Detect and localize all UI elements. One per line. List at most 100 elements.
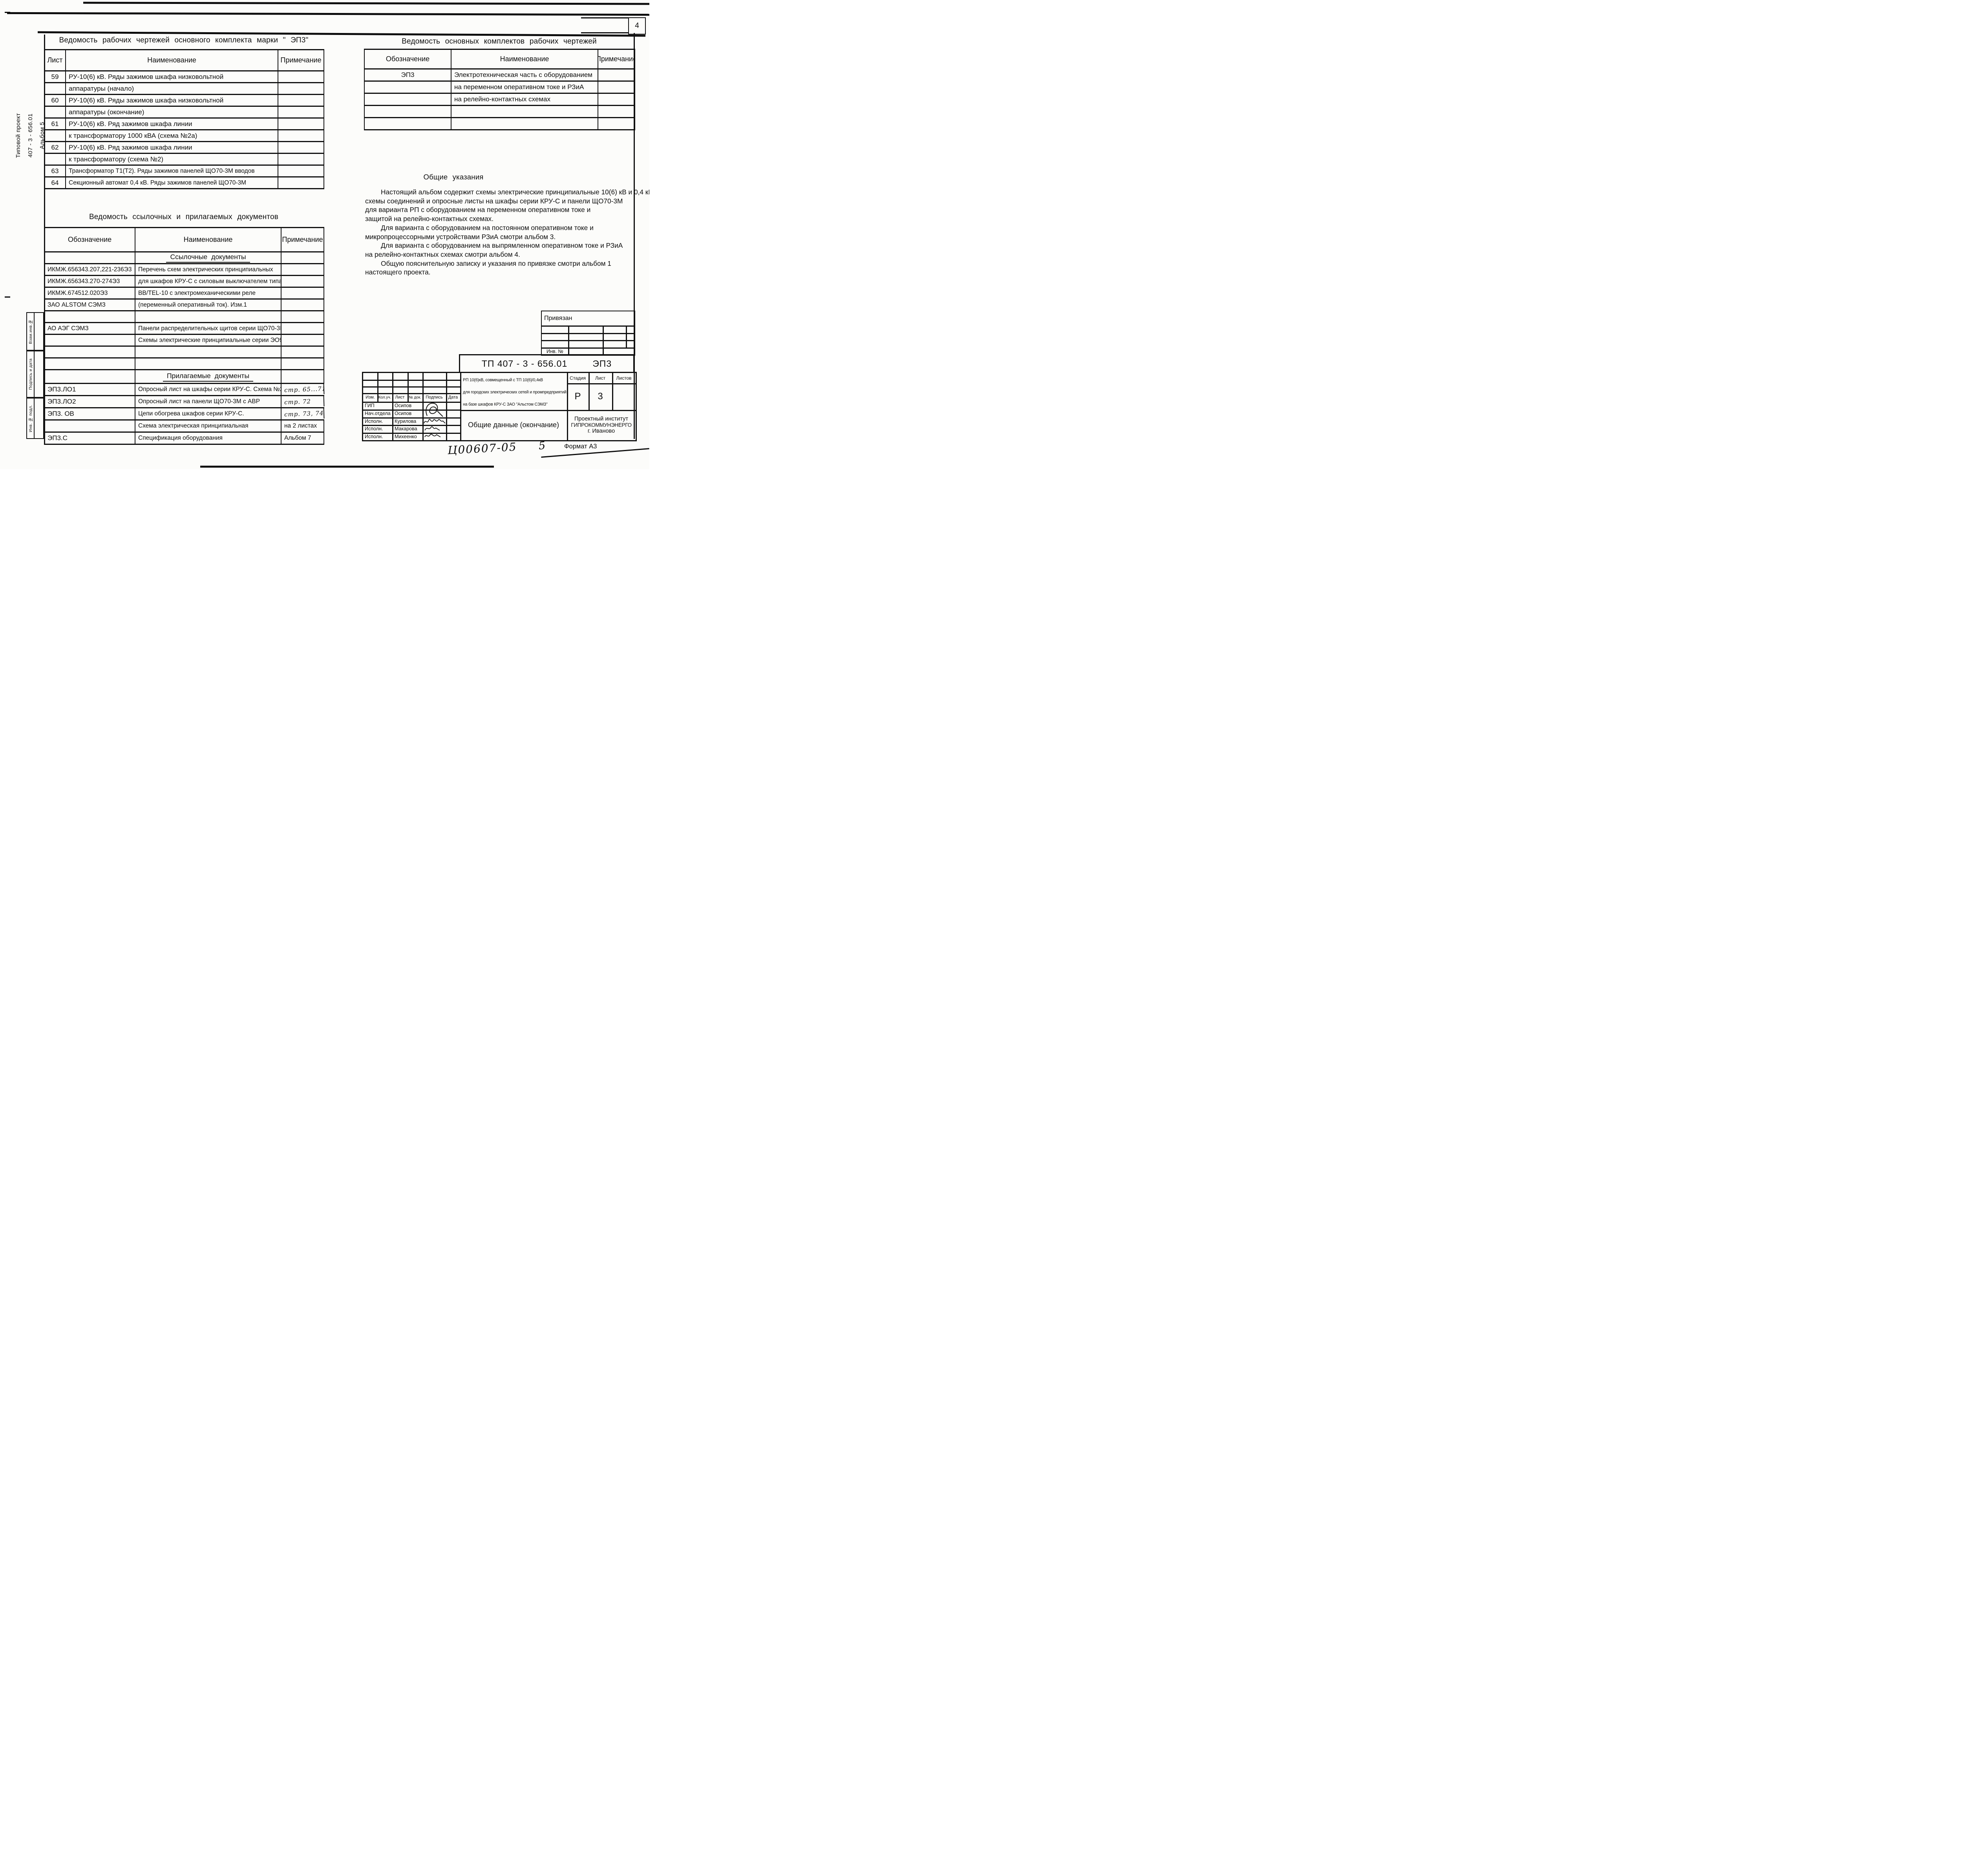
table-row: аппаратуры (начало) bbox=[45, 83, 324, 95]
table-row: к трансформатору 1000 кВА (схема №2а) bbox=[45, 130, 324, 142]
frame-right-line bbox=[634, 33, 635, 439]
stamp-line bbox=[612, 373, 613, 410]
cell-note bbox=[281, 370, 324, 383]
binding-title: Привязан bbox=[544, 315, 572, 322]
binding-line bbox=[603, 325, 604, 355]
stamp-role-name: Осипов bbox=[395, 411, 412, 416]
cell-designation bbox=[45, 421, 135, 432]
cell-name bbox=[451, 106, 598, 117]
cell-note-handwritten: стр. 72 bbox=[281, 395, 325, 408]
cell-note bbox=[598, 82, 635, 93]
cell-name: ВВ/TEL-10 с электромеханическими реле bbox=[135, 288, 281, 298]
table-row: 62 РУ-10(6) кВ. Ряд зажимов шкафа линии bbox=[45, 142, 324, 154]
stamp-role-name: Макарова bbox=[395, 426, 417, 432]
table-row: Схемы электрические принципиальные серии… bbox=[45, 335, 324, 347]
binding-box: Привязан Инв. № bbox=[541, 311, 635, 356]
table-header-row: Обозначение Наименование Примечание bbox=[365, 50, 635, 69]
section-title-cell: Прилагаемые документы bbox=[135, 370, 281, 383]
stamp-line bbox=[363, 393, 460, 394]
cell-note bbox=[281, 252, 324, 263]
title-block: Изм. Кол.уч. Лист № док. Подпись Дата ГИ… bbox=[362, 372, 637, 441]
margin-box-label-cell: Инв. № подл. bbox=[27, 399, 35, 438]
cell-designation: ИКМЖ.674512.020Э3 bbox=[45, 288, 135, 298]
table-row: ЭП3. ОВ Цепи обогрева шкафов серии КРУ-С… bbox=[45, 408, 325, 421]
handwritten-sheet-number: 5 bbox=[538, 439, 546, 452]
stamp-role: ГИП bbox=[365, 403, 375, 408]
signature-osipov bbox=[426, 402, 443, 417]
stamp-role: Исполн. bbox=[365, 433, 383, 439]
ref-docs-table: Обозначение Наименование Примечание Ссыл… bbox=[44, 227, 325, 445]
binding-line bbox=[542, 347, 634, 349]
col-header-sheet: Лист bbox=[45, 50, 66, 70]
cell-name: Панели распределительных щитов серии ЩО7… bbox=[135, 323, 281, 334]
cell-note bbox=[278, 107, 324, 117]
notes-line: защитой на релейно-контактных схемах. bbox=[365, 215, 494, 223]
side-project-stamp: Типовой проект 407 - 3 - 656.01 Альбом 5 bbox=[15, 96, 46, 175]
cell-sheet: 64 bbox=[45, 177, 66, 188]
table-row: ИКМЖ.656343.270-274Э3 для шкафов КРУ-С с… bbox=[45, 276, 324, 288]
scan-line-second bbox=[7, 12, 649, 16]
cell-note bbox=[281, 335, 324, 346]
sheet-label: Лист bbox=[595, 375, 606, 381]
cell-sheet: 61 bbox=[45, 119, 66, 129]
margin-box-label-cell: Взам.инв.№ bbox=[27, 313, 35, 350]
col-header-name: Наименование bbox=[135, 228, 281, 251]
main-sets-title: Ведомость основных комплектов рабочих че… bbox=[402, 37, 597, 46]
table-row bbox=[365, 106, 635, 118]
page-number: 4 bbox=[628, 17, 646, 35]
stamp-col-data: Дата bbox=[448, 395, 458, 400]
cell-name: для шкафов КРУ-С с силовым выключателем … bbox=[135, 276, 281, 287]
cell-name bbox=[135, 358, 281, 369]
table-row: ЗАО ALSTOM СЭМЗ (переменный оперативный … bbox=[45, 300, 324, 311]
signature-mikheenko bbox=[424, 433, 441, 437]
cell-name: РУ-10(6) кВ. Ряд зажимов шкафа линии bbox=[66, 119, 278, 129]
working-drawings-title: Ведомость рабочих чертежей основного ком… bbox=[59, 36, 309, 44]
col-header-designation: Обозначение bbox=[45, 228, 135, 251]
doc-number: ТП 407 - 3 - 656.01 bbox=[481, 358, 568, 369]
cell-designation: АО АЭГ СЭМЗ bbox=[45, 323, 135, 334]
cell-designation bbox=[45, 370, 135, 383]
col-header-note: Примечание bbox=[278, 50, 324, 70]
cell-note bbox=[281, 347, 324, 357]
cell-sheet: 59 bbox=[45, 71, 66, 82]
table-row: на переменном оперативном токе и РЗиА bbox=[365, 82, 635, 94]
side-stamp-line: 407 - 3 - 656.01 bbox=[27, 113, 34, 158]
cell-note bbox=[278, 166, 324, 176]
stamp-line bbox=[363, 417, 460, 419]
side-stamp-line: Типовой проект bbox=[15, 113, 22, 158]
page-number-line-top bbox=[581, 17, 629, 18]
stamp-line bbox=[363, 410, 460, 411]
cell-designation bbox=[365, 94, 451, 105]
notes-line: микропроцессорными устройствами РЗиА смо… bbox=[365, 232, 556, 241]
section-title-cell: Ссылочные документы bbox=[135, 252, 281, 263]
stamp-line bbox=[392, 373, 393, 440]
stamp-line bbox=[408, 373, 409, 402]
table-row: АО АЭГ СЭМЗ Панели распределительных щит… bbox=[45, 323, 324, 335]
cell-note-handwritten: стр. 65...71 bbox=[281, 383, 325, 396]
notes-line: Для варианта с оборудованием на постоянн… bbox=[381, 223, 594, 232]
stamp-line bbox=[446, 373, 447, 440]
cell-designation: ИКМЖ.656343.207,221-236Э3 bbox=[45, 264, 135, 275]
cell-designation: ЭП3.ЛО1 bbox=[45, 384, 135, 395]
signature-kurilova bbox=[424, 419, 446, 424]
sheets-label: Листов bbox=[616, 375, 632, 381]
table-row: ЭП3.С Спецификация оборудования Альбом 7 bbox=[45, 433, 324, 445]
cell-name: (переменный оперативный ток). Изм.1 bbox=[135, 300, 281, 310]
stamp-line bbox=[422, 373, 424, 440]
cell-designation: ЭП3. ОВ bbox=[45, 408, 135, 419]
cell-note-handwritten: стр. 73, 74 bbox=[281, 408, 325, 420]
table-row: 64 Секционный автомат 0,4 кВ. Ряды зажим… bbox=[45, 177, 324, 189]
section-title: Прилагаемые документы bbox=[163, 372, 254, 382]
cell-note bbox=[278, 95, 324, 106]
signature-makarova bbox=[424, 426, 440, 431]
table-row: 59 РУ-10(6) кВ. Ряды зажимов шкафа низко… bbox=[45, 71, 324, 83]
table-row: ЭП3 Электротехническая часть с оборудова… bbox=[365, 69, 635, 82]
sheet-value: 3 bbox=[598, 391, 603, 402]
cell-designation: ЭП3 bbox=[365, 69, 451, 80]
cell-note bbox=[598, 106, 635, 117]
notes-line: Для варианта с оборудованием на выпрямле… bbox=[381, 241, 623, 250]
cell-name: аппаратуры (окончание) bbox=[66, 107, 278, 117]
stamp-col-ndok: № док. bbox=[408, 395, 422, 400]
cell-name: РУ-10(6) кВ. Ряды зажимов шкафа низковол… bbox=[66, 71, 278, 82]
cell-note: на 2 листах bbox=[281, 421, 324, 432]
